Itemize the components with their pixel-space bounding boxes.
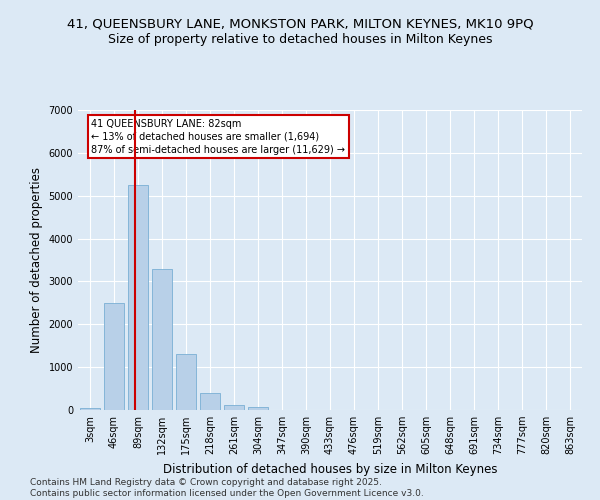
X-axis label: Distribution of detached houses by size in Milton Keynes: Distribution of detached houses by size … [163, 462, 497, 475]
Text: Size of property relative to detached houses in Milton Keynes: Size of property relative to detached ho… [108, 32, 492, 46]
Y-axis label: Number of detached properties: Number of detached properties [30, 167, 43, 353]
Bar [104, 303, 124, 410]
Bar [80, 408, 100, 410]
Bar [176, 354, 196, 410]
Bar [224, 405, 244, 410]
Text: Contains HM Land Registry data © Crown copyright and database right 2025.
Contai: Contains HM Land Registry data © Crown c… [30, 478, 424, 498]
Bar [200, 394, 220, 410]
Text: 41 QUEENSBURY LANE: 82sqm
← 13% of detached houses are smaller (1,694)
87% of se: 41 QUEENSBURY LANE: 82sqm ← 13% of detac… [91, 118, 345, 155]
Text: 41, QUEENSBURY LANE, MONKSTON PARK, MILTON KEYNES, MK10 9PQ: 41, QUEENSBURY LANE, MONKSTON PARK, MILT… [67, 18, 533, 30]
Bar [248, 407, 268, 410]
Bar [128, 185, 148, 410]
Bar [152, 268, 172, 410]
